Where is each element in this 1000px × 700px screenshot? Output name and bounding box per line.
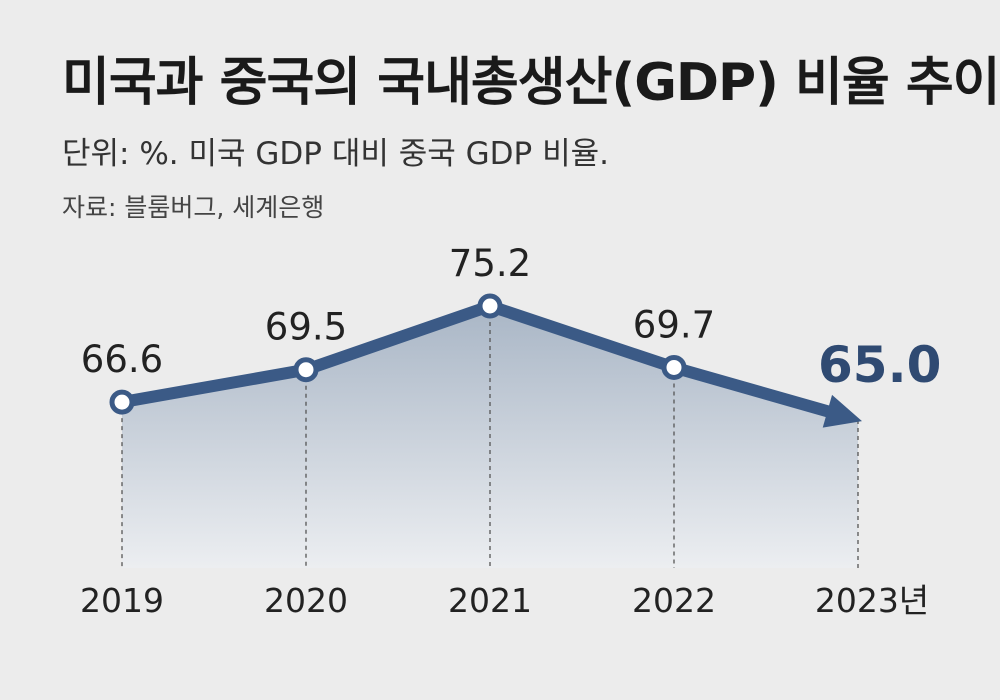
arrowhead-marker (822, 394, 862, 428)
value-label: 75.2 (449, 242, 531, 285)
chart-title: 미국과 중국의 국내총생산(GDP) 비율 추이 (62, 53, 1000, 113)
x-tick-label: 2021 (448, 581, 532, 620)
value-label: 65.0 (818, 336, 941, 394)
x-tick-label: 2023년 (815, 581, 929, 620)
x-tick-label: 2022 (632, 581, 716, 620)
value-label: 69.5 (265, 306, 347, 349)
data-point (109, 389, 135, 415)
value-label: 69.7 (633, 303, 715, 346)
value-label: 66.6 (81, 338, 163, 381)
x-tick-label: 2019 (80, 581, 164, 620)
chart-subtitle: 단위: %. 미국 GDP 대비 중국 GDP 비율. (62, 136, 609, 172)
data-point (661, 354, 687, 380)
data-point (477, 293, 503, 319)
x-tick-label: 2020 (264, 581, 348, 620)
data-point (293, 357, 319, 383)
chart-source: 자료: 블룸버그, 세계은행 (62, 193, 325, 222)
